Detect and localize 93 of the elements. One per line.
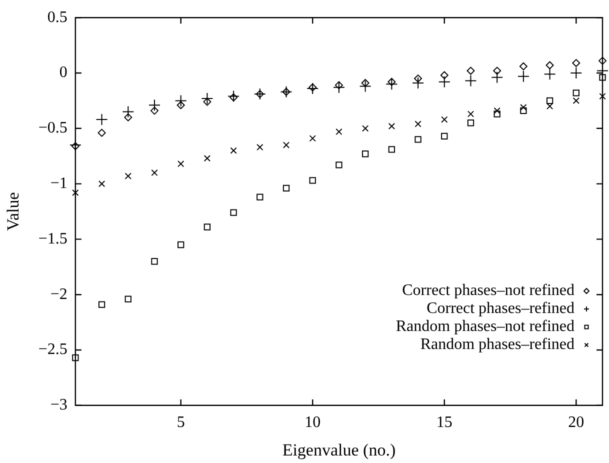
- point: [438, 76, 450, 88]
- point: [124, 113, 132, 122]
- point: [71, 142, 80, 150]
- legend-label: Correct phases–not refined: [402, 282, 574, 300]
- point: [572, 97, 580, 104]
- y-tick-label: −0.5: [38, 120, 68, 137]
- point: [282, 184, 290, 192]
- point: [466, 66, 475, 75]
- point: [570, 67, 582, 79]
- point: [230, 147, 237, 154]
- point: [362, 125, 369, 132]
- point: [388, 146, 395, 153]
- point: [598, 56, 606, 65]
- point: [572, 59, 580, 68]
- point: [494, 110, 500, 118]
- y-tick-label: −2.5: [38, 341, 68, 358]
- point: [98, 180, 106, 188]
- point: [599, 74, 606, 81]
- point: [178, 241, 184, 248]
- y-tick-label: −3: [50, 396, 68, 414]
- y-tick-label: −2: [50, 286, 68, 303]
- point: [306, 82, 319, 95]
- point: [151, 258, 158, 265]
- point: [414, 74, 422, 83]
- point: [440, 71, 448, 80]
- point: [467, 120, 474, 126]
- y-tick-label: 0: [59, 64, 68, 82]
- x-tick-label: 5: [176, 414, 185, 432]
- y-tick-label: 0.5: [47, 8, 68, 26]
- point: [332, 81, 345, 94]
- point: [151, 169, 158, 176]
- point: [309, 177, 316, 184]
- x-tick-label: 20: [568, 414, 584, 432]
- point: [178, 160, 184, 168]
- x-tick-label: 15: [436, 414, 452, 432]
- point: [201, 92, 214, 104]
- point: [414, 120, 422, 128]
- point: [336, 128, 342, 136]
- point: [204, 224, 211, 230]
- point: [386, 78, 398, 90]
- point: [122, 106, 134, 118]
- point: [388, 78, 396, 86]
- point: [599, 92, 606, 100]
- point: [467, 110, 474, 118]
- point: [464, 74, 477, 87]
- point: [124, 296, 132, 302]
- point: [124, 172, 132, 180]
- legend-label: Random phases–not refined: [396, 318, 574, 336]
- y-tick-label: −1.5: [38, 230, 68, 248]
- point: [72, 354, 79, 362]
- point: [519, 62, 528, 70]
- point: [309, 135, 316, 142]
- point: [230, 209, 237, 216]
- point: [308, 83, 317, 92]
- point: [520, 107, 527, 114]
- point: [96, 114, 108, 126]
- point: [546, 97, 554, 104]
- point: [148, 99, 160, 112]
- point: [174, 94, 187, 107]
- point: [544, 68, 556, 80]
- point: [441, 132, 448, 140]
- point: [491, 71, 504, 84]
- point: [204, 154, 211, 162]
- point: [517, 70, 530, 82]
- point: [388, 122, 395, 130]
- x-axis-title: Eigenvalue (no.): [282, 440, 396, 460]
- point: [441, 116, 448, 123]
- point: [98, 128, 106, 137]
- point: [546, 61, 554, 70]
- point: [493, 66, 502, 75]
- point: [256, 194, 264, 200]
- point: [572, 90, 580, 96]
- point: [282, 142, 290, 148]
- point: [414, 136, 422, 143]
- point: [362, 150, 369, 158]
- point: [72, 189, 79, 196]
- point: [256, 144, 264, 151]
- point: [203, 98, 212, 106]
- point: [334, 81, 343, 90]
- legend-label: Random phases–refined: [420, 336, 574, 354]
- point: [361, 78, 370, 87]
- legend-label: Correct phases–refined: [426, 300, 574, 318]
- point: [150, 106, 158, 115]
- x-tick-label: 10: [304, 414, 321, 432]
- point: [412, 76, 424, 89]
- y-axis-title: Value: [4, 192, 23, 231]
- point: [228, 90, 240, 102]
- point: [98, 301, 106, 308]
- y-tick-label: −1: [50, 175, 68, 192]
- point: [230, 93, 238, 102]
- point: [176, 101, 185, 110]
- point: [336, 162, 342, 168]
- point: [359, 80, 372, 92]
